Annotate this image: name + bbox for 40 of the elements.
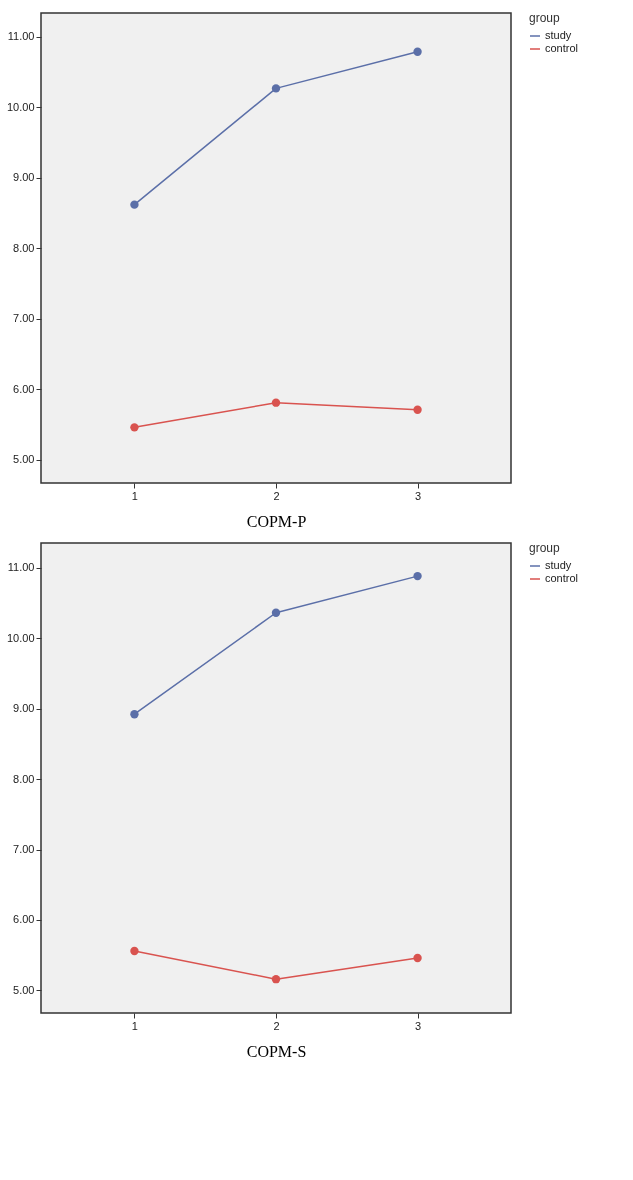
- y-tick-label: 7.00: [13, 843, 35, 856]
- y-tick-label: 8.00: [13, 241, 35, 254]
- x-axis-title: COPM-P: [246, 512, 307, 530]
- y-tick-label: 8.00: [13, 772, 35, 785]
- point: [413, 47, 422, 56]
- point: [271, 398, 281, 407]
- point: [130, 200, 139, 209]
- point: [130, 946, 139, 956]
- y-tick-label: 6.00: [13, 382, 35, 395]
- y-tick-label: 9.00: [13, 702, 35, 715]
- point: [413, 953, 422, 963]
- legend-label: control: [545, 42, 579, 54]
- legend-label: study: [545, 29, 572, 41]
- y-tick-label: 11.00: [7, 30, 35, 43]
- y-tick-label: 5.00: [13, 453, 35, 466]
- point: [413, 571, 422, 581]
- x-tick-label: 2: [273, 1019, 280, 1032]
- x-tick-label: 3: [415, 1019, 422, 1032]
- y-tick-label: 10.00: [6, 100, 35, 113]
- x-tick-label: 1: [131, 1019, 138, 1032]
- x-tick-label: 3: [415, 489, 422, 502]
- point: [271, 608, 281, 617]
- legend-label: control: [545, 572, 579, 584]
- y-tick-label: 7.00: [13, 312, 35, 325]
- x-tick-label: 1: [131, 489, 138, 502]
- legend-title: group: [529, 11, 561, 25]
- y-tick-label: 5.00: [13, 983, 35, 996]
- point: [130, 423, 139, 432]
- legend-label: study: [545, 559, 572, 571]
- x-tick-label: 2: [273, 489, 280, 502]
- point: [130, 710, 139, 719]
- legend-title: group: [529, 541, 561, 555]
- y-tick-label: 10.00: [6, 631, 35, 644]
- y-tick-label: 11.00: [7, 561, 35, 574]
- y-tick-label: 6.00: [13, 913, 35, 926]
- point: [413, 405, 422, 414]
- x-axis-title: COPM-S: [246, 1042, 307, 1060]
- y-tick-label: 9.00: [13, 171, 35, 184]
- point: [271, 84, 281, 93]
- point: [271, 975, 281, 984]
